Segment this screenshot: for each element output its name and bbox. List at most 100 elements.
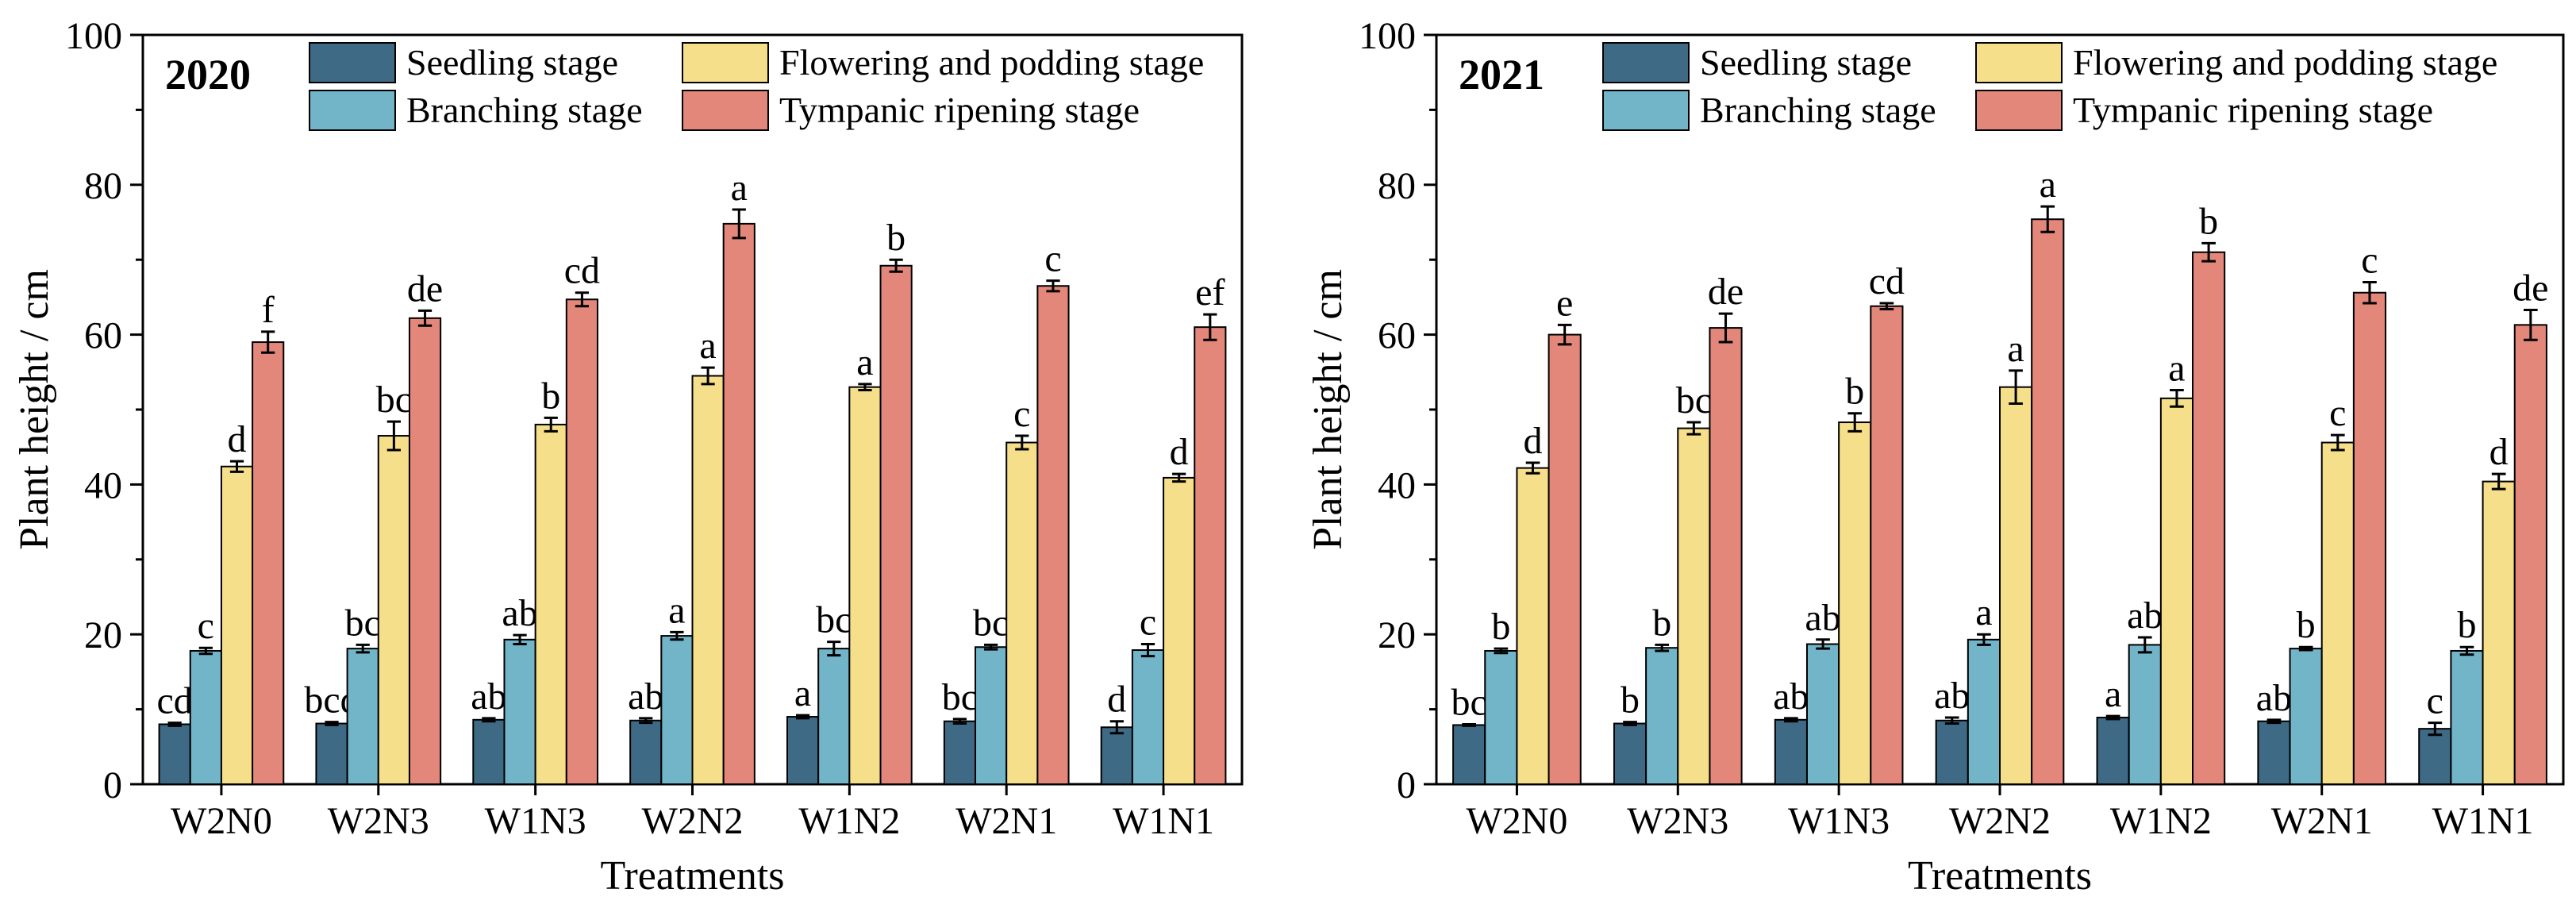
significance-label: b — [2457, 604, 2476, 646]
significance-label: c — [1044, 238, 1061, 280]
bar — [1936, 721, 1968, 784]
bar — [190, 651, 221, 784]
y-tick-label: 100 — [1359, 15, 1416, 57]
y-tick-label: 80 — [1378, 165, 1416, 207]
legend-label: Tympanic ripening stage — [779, 90, 1140, 130]
significance-label: ab — [1805, 597, 1840, 639]
significance-label: b — [886, 217, 905, 259]
chart-panel-2020: 020406080100W2N0cdcdfW2N3bcdbcbcdeW1N3ab… — [12, 15, 1242, 899]
x-tick-label: W2N0 — [1466, 800, 1567, 842]
significance-label: a — [699, 325, 716, 367]
significance-label: c — [198, 605, 214, 647]
bar — [348, 648, 379, 784]
y-tick-label: 80 — [84, 165, 122, 207]
legend-swatch — [1603, 43, 1689, 83]
bar — [693, 376, 724, 784]
legend-label: Seedling stage — [1700, 42, 1912, 83]
bar — [2161, 398, 2193, 784]
y-tick-label: 20 — [84, 614, 122, 656]
bar — [1968, 640, 2000, 784]
significance-label: d — [1107, 679, 1126, 721]
bar — [1453, 725, 1485, 784]
significance-label: bc — [1451, 681, 1487, 723]
bar — [1549, 335, 1581, 784]
y-axis-title: Plant height / cm — [1305, 269, 1351, 550]
bar — [536, 425, 567, 784]
significance-label: a — [668, 589, 685, 631]
bar — [1614, 724, 1646, 784]
bar — [379, 436, 409, 784]
significance-label: bc — [816, 599, 852, 641]
x-tick-label: W2N0 — [171, 800, 272, 842]
legend-swatch — [1976, 90, 2062, 130]
bar — [409, 318, 440, 784]
bar — [160, 724, 190, 784]
y-tick-label: 60 — [84, 315, 122, 357]
significance-label: b — [2199, 200, 2218, 242]
legend-swatch — [310, 43, 395, 83]
significance-label: c — [1140, 601, 1156, 643]
bar — [316, 724, 347, 784]
bar — [1006, 443, 1037, 784]
bar — [661, 636, 692, 784]
significance-label: de — [407, 267, 443, 310]
significance-label: ab — [628, 675, 663, 718]
significance-label: a — [731, 167, 748, 209]
legend-swatch — [1976, 43, 2062, 83]
significance-label: c — [2427, 680, 2443, 722]
significance-label: d — [1170, 431, 1189, 473]
x-tick-label: W2N2 — [642, 800, 744, 842]
x-tick-label: W1N3 — [485, 800, 586, 842]
legend-item: Flowering and podding stage — [1976, 42, 2497, 83]
legend-label: Branching stage — [1700, 90, 1936, 130]
legend-item: Seedling stage — [1603, 42, 1912, 83]
x-tick-label: W2N3 — [328, 800, 429, 842]
bar — [504, 640, 535, 784]
legend-swatch — [1603, 90, 1689, 130]
bar — [1839, 422, 1870, 784]
bar — [1132, 650, 1163, 784]
significance-label: b — [1621, 679, 1640, 722]
bar — [724, 224, 755, 784]
figure: 0 20 40 60 80 100 W2N0 cd c d f W2N3 bcd bc bc de W1N3 ab… — [0, 0, 2576, 908]
bar — [1775, 720, 1807, 784]
bar — [2258, 722, 2290, 784]
y-tick-label: 40 — [84, 464, 122, 506]
bar — [2032, 219, 2063, 784]
significance-label: de — [1708, 271, 1744, 313]
bar — [1807, 644, 1839, 784]
legend-label: Flowering and podding stage — [779, 42, 1204, 83]
bar — [1678, 429, 1709, 784]
x-tick-label: W2N1 — [2271, 800, 2373, 842]
legend-label: Flowering and podding stage — [2073, 42, 2497, 83]
legend-swatch — [310, 90, 395, 130]
significance-label: d — [2489, 431, 2509, 473]
significance-label: cd — [157, 680, 193, 722]
significance-label: bc — [973, 602, 1009, 644]
significance-label: a — [794, 672, 811, 714]
bar — [221, 467, 252, 784]
significance-label: ab — [1934, 675, 1970, 717]
bar — [1517, 468, 1548, 784]
chart-canvas: 020406080100W2N0cdcdfW2N3bcdbcbcdeW1N3ab… — [0, 0, 2576, 908]
bar — [975, 647, 1006, 784]
bar — [2129, 645, 2161, 784]
legend-swatch — [682, 90, 768, 130]
x-tick-label: W1N1 — [1113, 800, 1214, 842]
significance-label: d — [228, 418, 247, 460]
significance-label: ab — [1773, 675, 1809, 718]
legend-label: Seedling stage — [406, 42, 618, 83]
bar — [1646, 648, 1678, 784]
significance-label: de — [2513, 267, 2548, 309]
significance-label: c — [2329, 392, 2346, 434]
bar — [787, 717, 818, 784]
x-tick-label: W2N1 — [955, 800, 1057, 842]
bar — [2451, 651, 2482, 784]
significance-label: cd — [1869, 260, 1905, 302]
significance-label: a — [1975, 591, 1992, 633]
significance-label: a — [2105, 673, 2121, 715]
significance-label: cd — [564, 250, 600, 292]
x-tick-label: W1N2 — [798, 800, 900, 842]
bar — [2354, 293, 2386, 784]
significance-label: a — [2168, 347, 2185, 389]
